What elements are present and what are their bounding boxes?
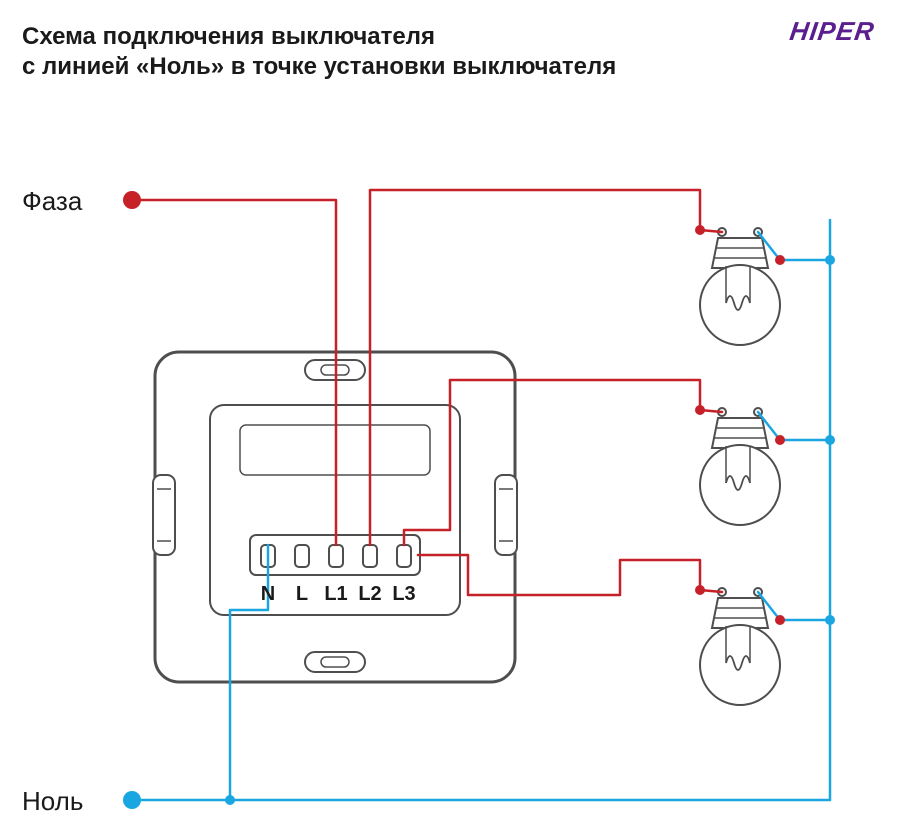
- terminal-label-L: L: [296, 583, 308, 605]
- terminal-label-N: N: [261, 583, 275, 605]
- wiring-diagram: NL L1 L2 L3: [0, 0, 900, 839]
- terminal-label-L3: L3: [392, 583, 415, 605]
- bulb-icons: [700, 228, 780, 705]
- terminal-label-L2: L2: [358, 583, 381, 605]
- terminal-label-L1: L1: [324, 583, 347, 605]
